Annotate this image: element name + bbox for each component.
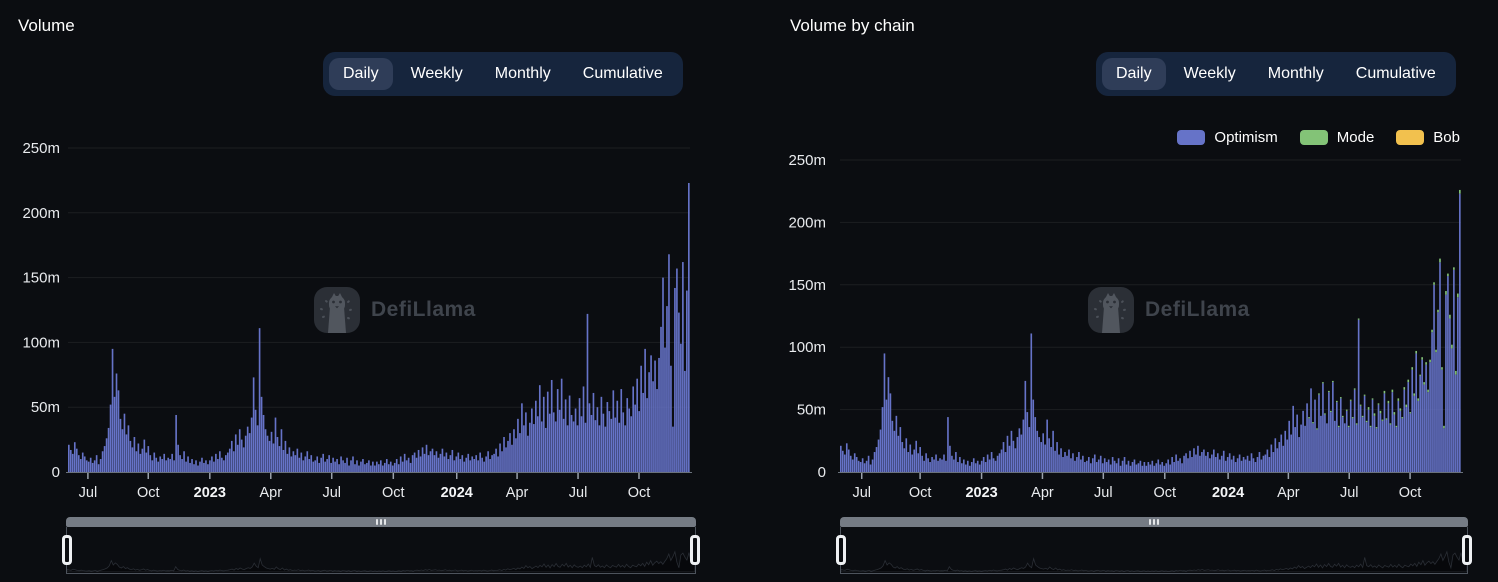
legend-item-mode[interactable]: Mode <box>1299 129 1375 146</box>
mode-swatch-icon <box>1299 130 1328 145</box>
svg-text:Apr: Apr <box>1277 485 1300 501</box>
tab-weekly[interactable]: Weekly <box>397 58 477 90</box>
svg-text:Jul: Jul <box>1340 485 1359 501</box>
brush-handle-left[interactable] <box>62 535 72 565</box>
brush-grip-icon[interactable] <box>376 519 386 525</box>
brush-handle-right[interactable] <box>690 535 700 565</box>
svg-text:0: 0 <box>818 464 826 481</box>
svg-text:Apr: Apr <box>506 485 529 501</box>
chart-title-volume: Volume <box>18 16 75 35</box>
volume-by-chain-bar-chart[interactable]: 0 50m 100m 150m 200m 250m Jul Oct 2023 Apr Jul Oct 2… <box>749 135 1498 505</box>
tab-monthly[interactable]: Monthly <box>481 58 565 90</box>
svg-text:Jul: Jul <box>1094 485 1113 501</box>
zoom-brush-volume-by-chain <box>836 517 1472 574</box>
brush-preview[interactable] <box>62 527 700 574</box>
svg-text:50m: 50m <box>31 399 60 416</box>
legend-item-optimism[interactable]: Optimism <box>1177 129 1278 146</box>
svg-text:50m: 50m <box>797 402 826 419</box>
legend-label: Mode <box>1336 129 1375 146</box>
svg-text:Oct: Oct <box>909 485 932 501</box>
svg-text:Oct: Oct <box>382 485 405 501</box>
svg-text:2024: 2024 <box>1212 485 1244 501</box>
tab-cumulative[interactable]: Cumulative <box>569 58 677 90</box>
svg-text:100m: 100m <box>788 339 826 356</box>
zoom-brush-volume <box>62 517 700 574</box>
svg-text:0: 0 <box>52 464 60 481</box>
svg-text:Apr: Apr <box>1031 485 1054 501</box>
svg-text:200m: 200m <box>22 205 60 222</box>
svg-text:Oct: Oct <box>137 485 160 501</box>
svg-text:Oct: Oct <box>1154 485 1177 501</box>
optimism-swatch-icon <box>1177 130 1206 145</box>
svg-text:Oct: Oct <box>1399 485 1422 501</box>
svg-text:200m: 200m <box>788 214 826 231</box>
tab-daily[interactable]: Daily <box>1102 58 1166 90</box>
chain-legend: Optimism Mode Bob <box>1177 129 1460 146</box>
brush-track[interactable] <box>840 517 1468 527</box>
interval-tabs-volume: Daily Weekly Monthly Cumulative <box>323 52 683 96</box>
svg-text:2023: 2023 <box>965 485 997 501</box>
tab-monthly[interactable]: Monthly <box>1254 58 1338 90</box>
volume-panel: Volume Daily Weekly Monthly Cumulative 0… <box>0 16 749 574</box>
brush-handle-left[interactable] <box>836 535 846 565</box>
brush-handle-right[interactable] <box>1462 535 1472 565</box>
legend-label: Bob <box>1433 129 1460 146</box>
svg-text:250m: 250m <box>788 152 826 169</box>
svg-text:Jul: Jul <box>322 485 341 501</box>
volume-by-chain-panel: Volume by chain Daily Weekly Monthly Cum… <box>749 0 1498 582</box>
brush-sparkline <box>841 545 1467 572</box>
svg-text:150m: 150m <box>22 270 60 287</box>
svg-text:Jul: Jul <box>569 485 588 501</box>
svg-text:150m: 150m <box>788 277 826 294</box>
svg-text:250m: 250m <box>22 140 60 157</box>
interval-tabs-volume-by-chain: Daily Weekly Monthly Cumulative <box>1096 52 1456 96</box>
svg-text:100m: 100m <box>22 334 60 351</box>
svg-text:Jul: Jul <box>79 485 98 501</box>
svg-text:2024: 2024 <box>441 485 473 501</box>
brush-grip-icon[interactable] <box>1149 519 1159 525</box>
legend-label: Optimism <box>1214 129 1278 146</box>
svg-text:2023: 2023 <box>194 485 226 501</box>
brush-track[interactable] <box>66 517 696 527</box>
legend-item-bob[interactable]: Bob <box>1396 129 1460 146</box>
svg-text:Apr: Apr <box>259 485 282 501</box>
brush-preview[interactable] <box>836 527 1472 574</box>
volume-bar-chart[interactable]: 0 50m 100m 150m 200m 250m Jul Oct 2023 Apr Jul Oct 2… <box>0 135 749 505</box>
brush-sparkline <box>67 545 695 572</box>
svg-text:Jul: Jul <box>852 485 871 501</box>
tab-cumulative[interactable]: Cumulative <box>1342 58 1450 90</box>
bob-swatch-icon <box>1396 130 1425 145</box>
svg-text:Oct: Oct <box>628 485 651 501</box>
tab-daily[interactable]: Daily <box>329 58 393 90</box>
chart-title-volume-by-chain: Volume by chain <box>790 16 915 35</box>
tab-weekly[interactable]: Weekly <box>1170 58 1250 90</box>
